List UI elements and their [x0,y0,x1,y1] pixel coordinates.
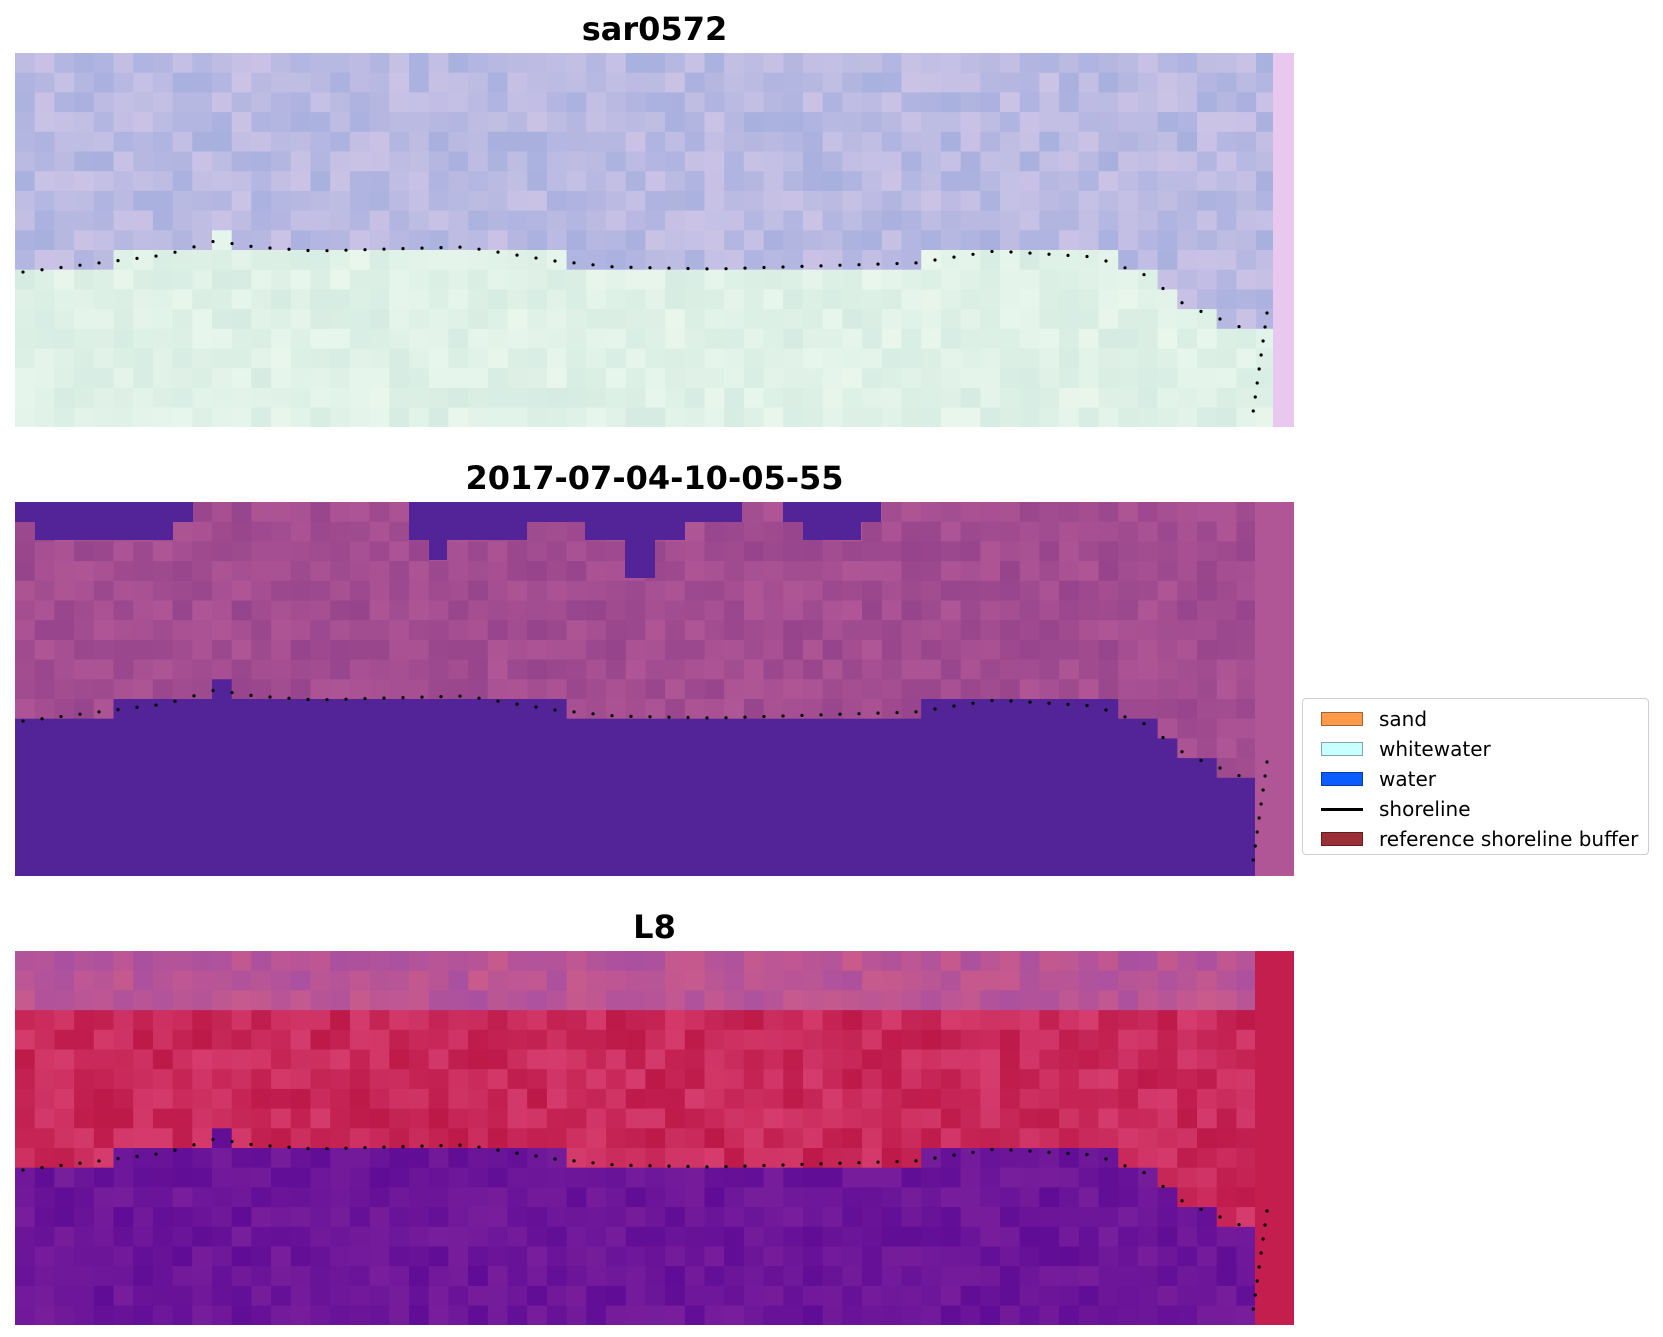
legend-item-reference-buffer: reference shoreline buffer [1311,825,1640,855]
class-block [429,540,447,560]
legend-swatch-water [1321,772,1363,786]
shoreline-dots [21,688,1269,862]
class-block [783,502,881,522]
panel-title-1: sar0572 [581,10,728,48]
legend-label-reference-buffer: reference shoreline buffer [1379,827,1639,851]
l8-image-panel [15,951,1297,1326]
legend-swatch-reference-buffer [1321,832,1363,846]
legend-line-shoreline [1321,808,1363,811]
legend-item-sand: sand [1311,705,1640,735]
class-block [35,522,173,540]
class-block [625,540,655,578]
class-block [585,522,685,540]
class-block [409,502,742,522]
class-block [15,502,193,522]
shoreline-dots [21,239,1269,413]
legend-label-water: water [1379,767,1436,791]
class-block [803,522,861,540]
legend-label-shoreline: shoreline [1379,797,1471,821]
sar-image-panel [15,53,1297,428]
panel-title-2: 2017-07-04-10-05-55 [465,459,844,497]
legend-label-whitewater: whitewater [1379,737,1491,761]
panel-title-3: L8 [633,908,676,946]
legend-swatch-sand [1321,712,1363,726]
classified-image-panel [15,502,1297,877]
shoreline-dots [21,1137,1269,1311]
legend-item-whitewater: whitewater [1311,735,1640,765]
legend-label-sand: sand [1379,707,1428,731]
legend-swatch-whitewater [1321,742,1363,756]
legend: sand whitewater water shoreline referenc… [1302,698,1649,855]
panel-image-2 [15,502,1297,877]
legend-item-water: water [1311,765,1640,795]
legend-item-shoreline: shoreline [1311,795,1640,825]
panel-image-3 [15,951,1297,1326]
panel-image-1 [15,53,1297,428]
class-block [409,522,527,540]
